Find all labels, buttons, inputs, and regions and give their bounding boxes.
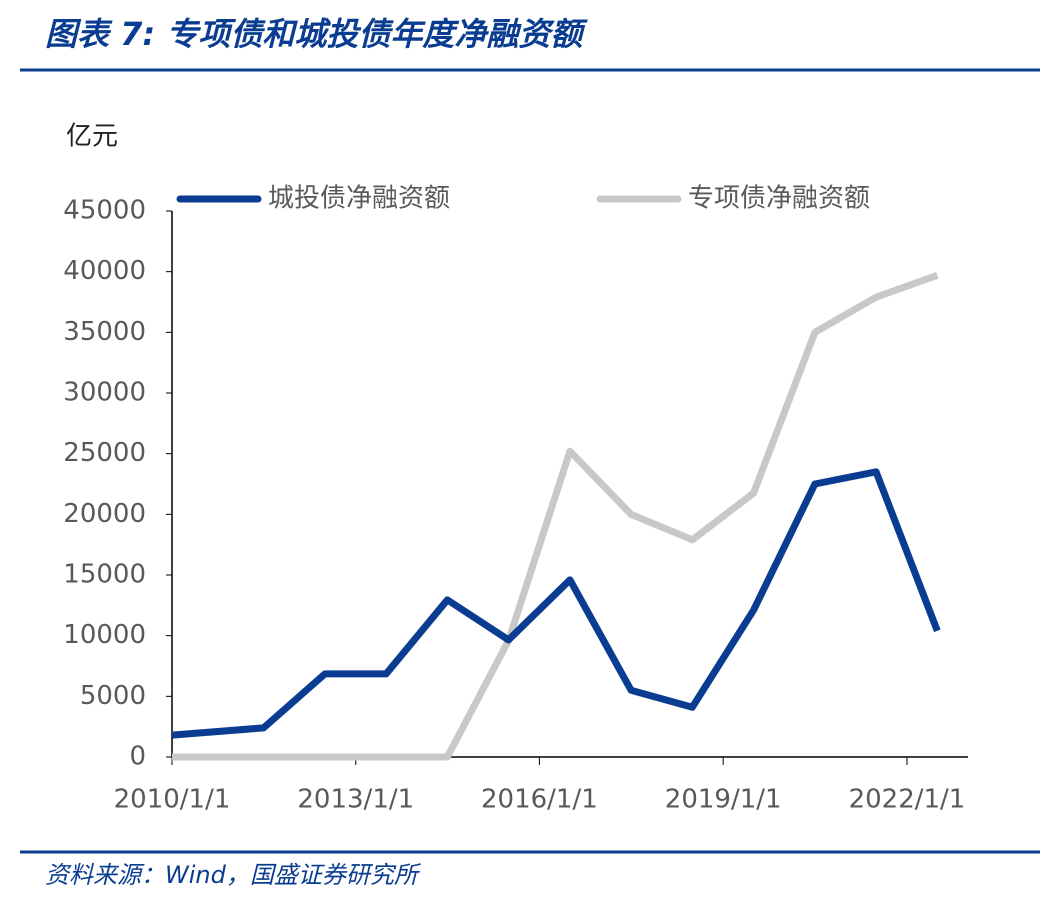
y-tick-label: 15000 [63, 560, 146, 590]
y-tick-label: 5000 [80, 681, 146, 711]
y-tick-label: 25000 [63, 438, 146, 468]
x-tick-label: 2022/1/1 [849, 785, 966, 815]
chart-title: 图表 7: 专项债和城投债年度净融资额 [45, 15, 588, 53]
y-tick-label: 20000 [63, 499, 146, 529]
y-axis-label: 亿元 [66, 122, 118, 152]
source-note: 资料来源：Wind，国盛证券研究所 [45, 861, 422, 889]
x-tick-label: 2019/1/1 [665, 785, 782, 815]
x-tick-label: 2013/1/1 [297, 785, 414, 815]
y-tick-label: 0 [129, 742, 146, 772]
series-line [171, 468, 941, 739]
y-tick-label: 45000 [63, 196, 146, 226]
legend-label: 城投债净融资额 [268, 184, 450, 214]
y-tick-label: 40000 [63, 256, 146, 286]
y-tick-label: 35000 [63, 317, 146, 347]
series-line [172, 272, 939, 761]
x-tick-label: 2016/1/1 [481, 785, 598, 815]
y-tick-label: 10000 [63, 620, 146, 650]
y-tick-label: 30000 [63, 378, 146, 408]
x-tick-label: 2010/1/1 [114, 785, 231, 815]
legend-label: 专项债净融资额 [688, 184, 870, 214]
